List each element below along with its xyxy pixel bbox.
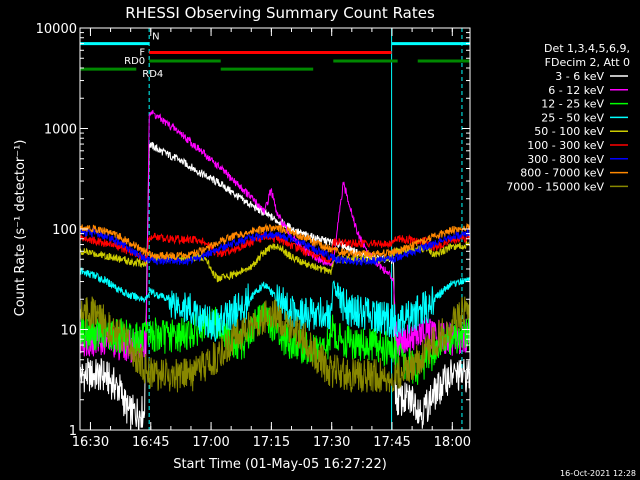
legend-label-0: 3 - 6 keV	[555, 70, 604, 83]
series-line-8	[79, 296, 471, 393]
x-axis-label: Start Time (01-May-05 16:27:22)	[173, 457, 387, 472]
y-tick-label: 10	[60, 324, 77, 339]
legend-label-4: 50 - 100 keV	[534, 125, 604, 138]
series-line-1	[79, 109, 471, 364]
x-axis: 16:30 16:45 17:00 17:15 17:30 17:45 18:00	[72, 28, 471, 450]
y-axis-label: Count Rate (s⁻¹ detector⁻¹)	[13, 140, 28, 317]
legend-label-5: 100 - 300 keV	[527, 139, 604, 152]
legend-label-6: 300 - 800 keV	[527, 153, 604, 166]
legend: Det 1,3,4,5,6,9, FDecim 2, Att 0 3 - 6 k…	[506, 42, 630, 193]
state-bar-label-2: RD0	[124, 56, 145, 67]
series-line-3	[79, 267, 471, 342]
state-bar-label-0: N	[152, 32, 159, 43]
chart-title: RHESSI Observing Summary Count Rates	[125, 4, 435, 22]
legend-label-2: 12 - 25 keV	[541, 98, 604, 111]
y-tick-label: 10000	[36, 22, 77, 37]
y-tick-label: 100	[52, 223, 77, 238]
legend-label-7: 800 - 7000 keV	[520, 167, 604, 180]
x-tick-label: 17:15	[253, 435, 290, 450]
y-tick-label: 1000	[44, 123, 77, 138]
legend-label-1: 6 - 12 keV	[548, 84, 604, 97]
legend-header-line-1: Det 1,3,4,5,6,9,	[544, 42, 630, 55]
series-line-7	[79, 222, 471, 261]
series-line-6	[79, 227, 471, 267]
x-tick-label: 17:45	[373, 435, 410, 450]
series-line-2	[79, 302, 471, 385]
legend-label-8: 7000 - 15000 keV	[506, 180, 604, 193]
y-axis: 1 10 100 1000 10000	[36, 22, 470, 439]
y-tick-label: 1	[69, 424, 77, 439]
legend-header-line-2: FDecim 2, Att 0	[545, 56, 630, 69]
x-tick-label: 16:30	[72, 435, 109, 450]
state-bar-label-3: RD4	[142, 69, 163, 80]
x-tick-label: 16:45	[132, 435, 169, 450]
legend-label-3: 25 - 50 keV	[541, 111, 604, 124]
timestamp-label: 16-Oct-2021 12:28	[560, 469, 636, 478]
x-tick-label: 17:00	[192, 435, 229, 450]
x-tick-label: 17:30	[313, 435, 350, 450]
state-bar-label-1: F	[139, 48, 145, 59]
x-tick-label: 18:00	[434, 435, 471, 450]
